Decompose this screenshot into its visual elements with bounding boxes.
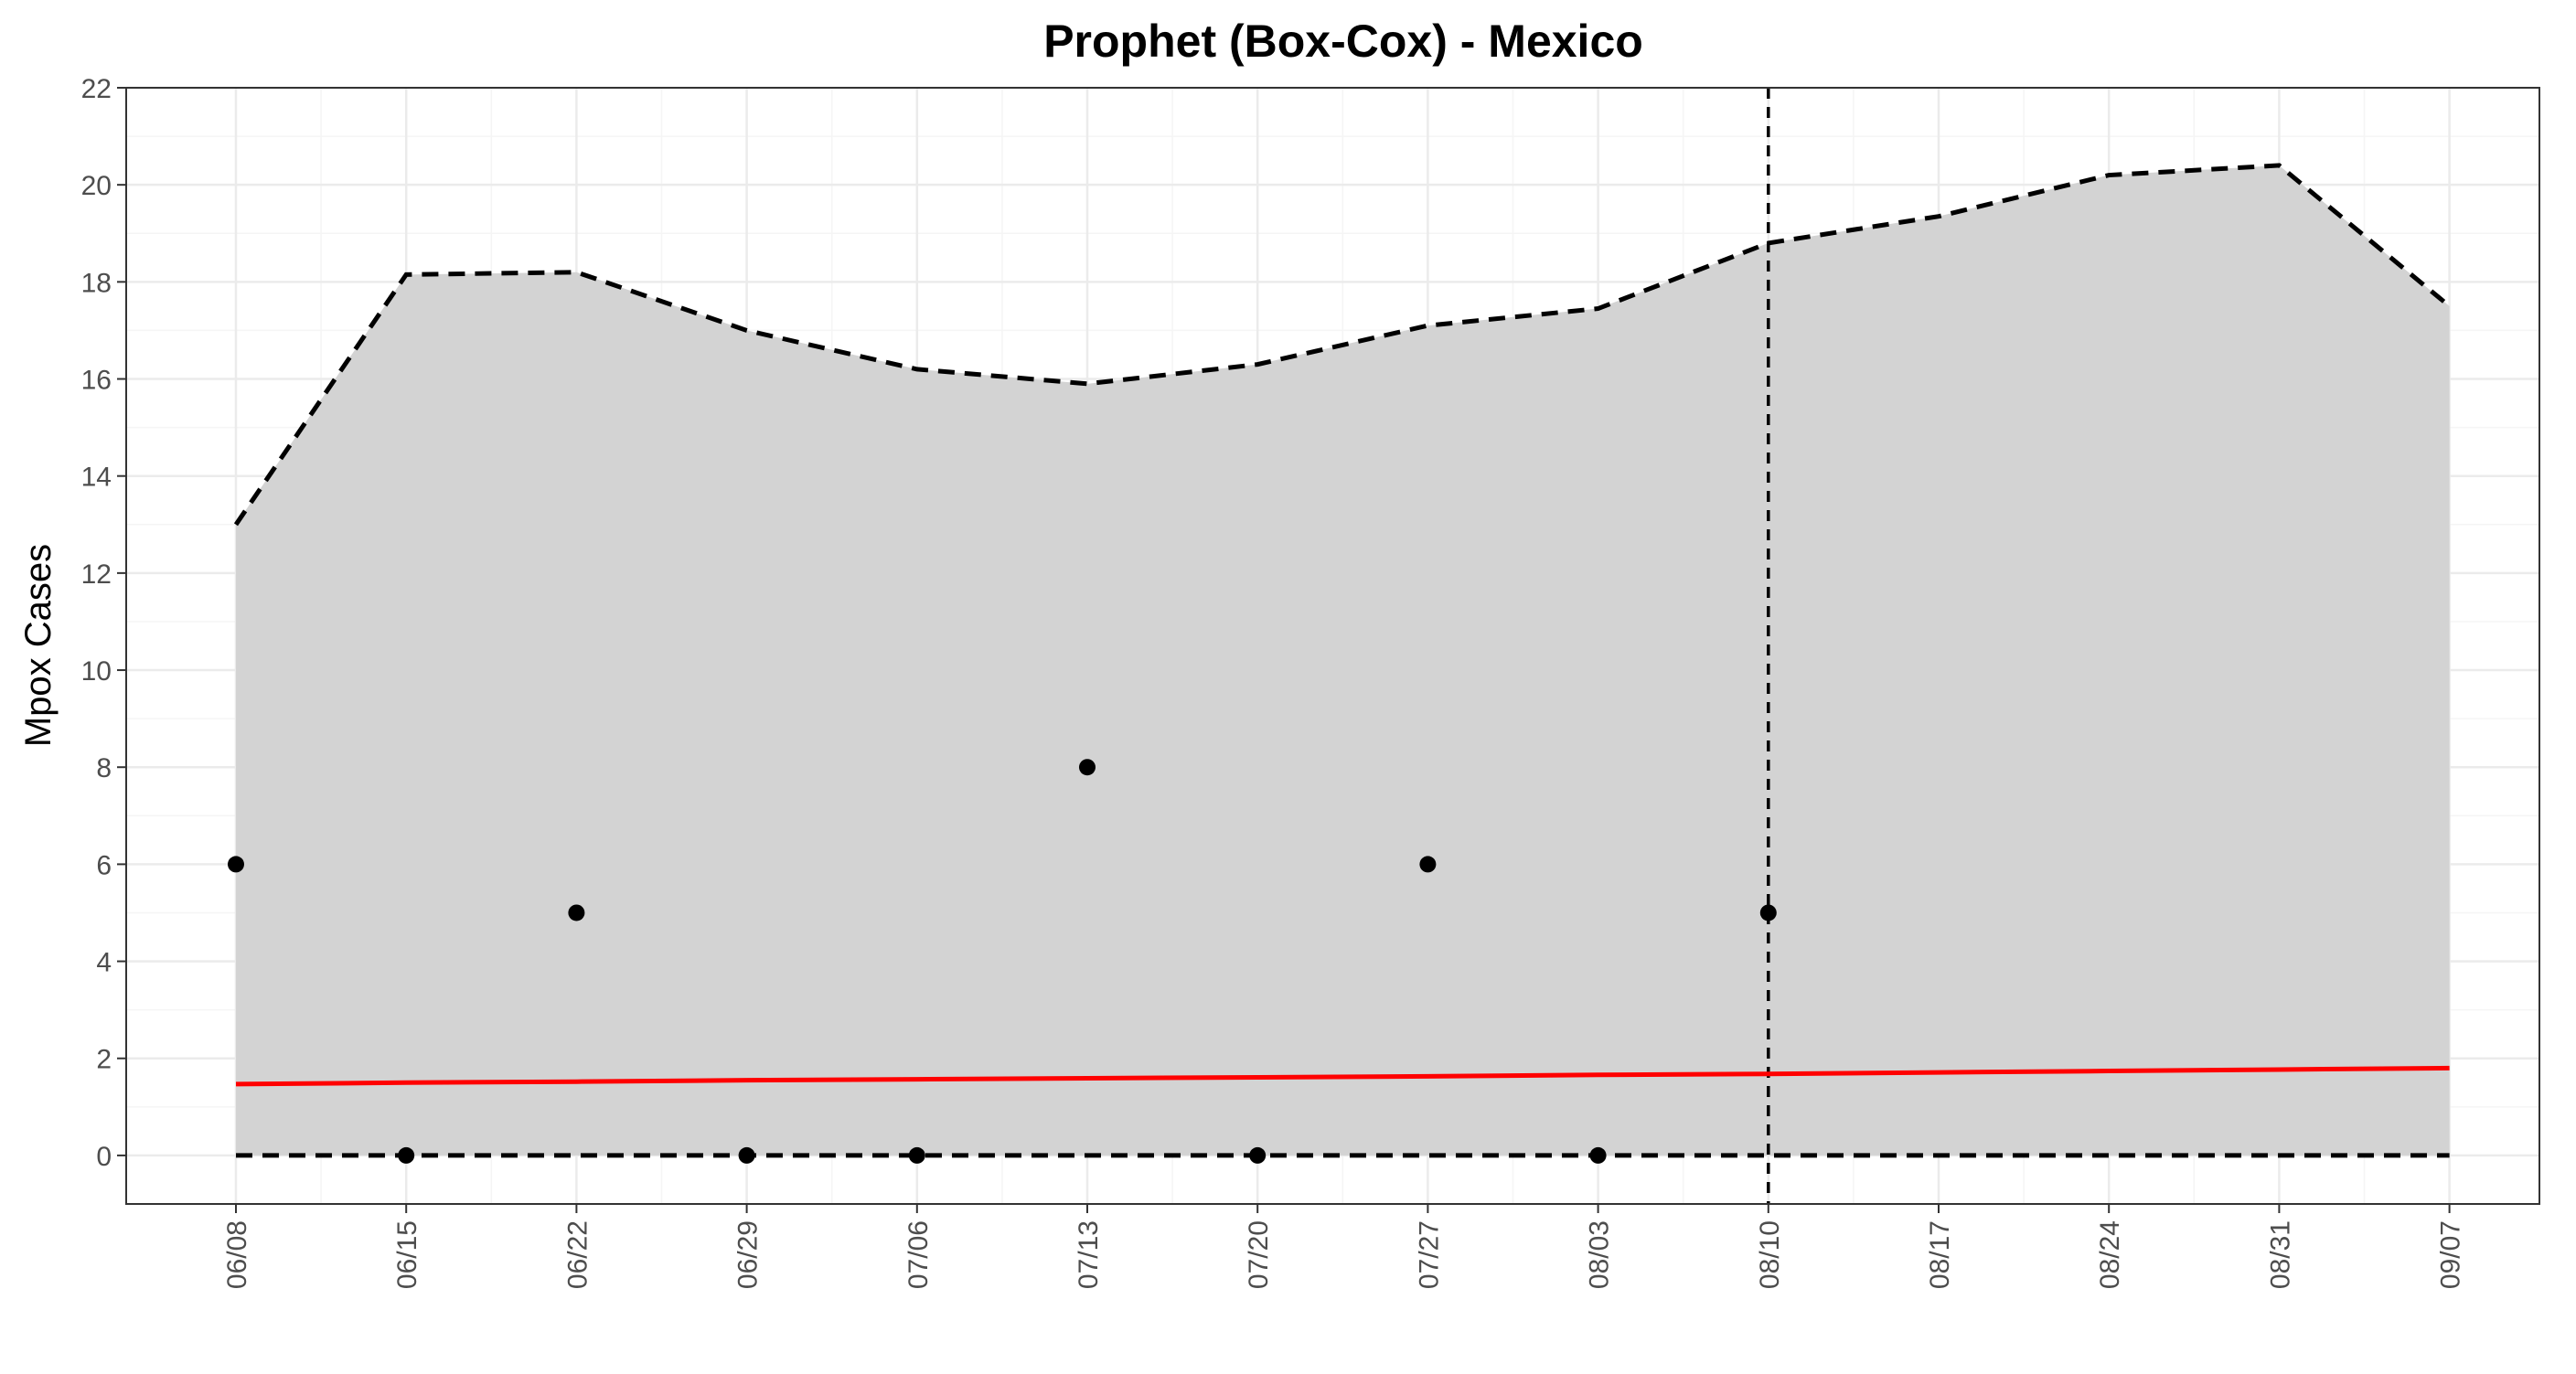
observed-point-07-13	[1079, 759, 1096, 776]
observed-point-07-27	[1419, 856, 1437, 873]
observed-point-07-20	[1249, 1146, 1267, 1164]
observed-point-06-22	[568, 904, 585, 921]
x-axis: 06/08 06/15 06/22 06/29 07/06 07/13 07/20 07/27…	[222, 1204, 2466, 1289]
observed-point-07-06	[908, 1146, 925, 1164]
forecast-line	[235, 1065, 2450, 1087]
x-tick-label-07-20: 07/20	[1244, 1220, 1274, 1289]
prediction-interval	[236, 165, 2450, 1156]
forecast-series	[235, 1065, 2450, 1087]
x-tick-label-06-15: 06/15	[392, 1220, 422, 1289]
x-tick-label-07-06: 07/06	[903, 1220, 934, 1289]
observed-point-06-08	[228, 856, 244, 873]
x-tick-label-08-17: 08/17	[1925, 1220, 1955, 1289]
y-axis-label: Mpox Cases	[18, 544, 59, 747]
y-tick-label-16: 16	[81, 366, 112, 396]
observed-point-08-10	[1759, 904, 1777, 921]
y-tick-label-14: 14	[81, 463, 112, 493]
y-tick-label-4: 4	[96, 948, 112, 978]
prediction-band	[236, 165, 2450, 1156]
x-tick-label-07-13: 07/13	[1074, 1220, 1104, 1289]
interval-bounds	[233, 163, 2452, 1158]
y-axis: 0 2 4 6 8 10 12 14 16 18 20 22	[81, 74, 126, 1172]
y-tick-label-6: 6	[96, 850, 112, 880]
y-tick-label-0: 0	[96, 1142, 112, 1172]
x-tick-label-06-22: 06/22	[562, 1220, 593, 1289]
y-tick-label-10: 10	[81, 656, 112, 687]
plot-panel-border	[125, 87, 2540, 1205]
y-tick-label-8: 8	[96, 753, 112, 783]
x-tick-label-08-24: 08/24	[2095, 1220, 2125, 1289]
x-tick-label-08-10: 08/10	[1755, 1220, 1785, 1289]
x-tick-label-06-29: 06/29	[733, 1220, 764, 1289]
y-tick-label-12: 12	[81, 559, 112, 590]
x-tick-label-07-27: 07/27	[1414, 1220, 1444, 1289]
x-tick-label-06-08: 06/08	[222, 1220, 252, 1289]
x-tick-label-08-03: 08/03	[1585, 1220, 1615, 1289]
chart-title: Prophet (Box-Cox) - Mexico	[1043, 16, 1643, 67]
upper-bound-line	[233, 163, 2452, 527]
x-tick-label-08-31: 08/31	[2265, 1220, 2295, 1289]
observed-point-06-15	[398, 1146, 415, 1164]
observed-point-08-03	[1589, 1146, 1607, 1164]
y-tick-label-20: 20	[81, 171, 112, 201]
y-tick-label-2: 2	[96, 1045, 112, 1075]
observed-point-06-29	[738, 1146, 755, 1164]
x-tick-label-09-07: 09/07	[2436, 1220, 2466, 1289]
y-tick-label-18: 18	[81, 268, 112, 298]
observed-points	[228, 759, 1777, 1164]
y-tick-label-22: 22	[81, 74, 112, 104]
